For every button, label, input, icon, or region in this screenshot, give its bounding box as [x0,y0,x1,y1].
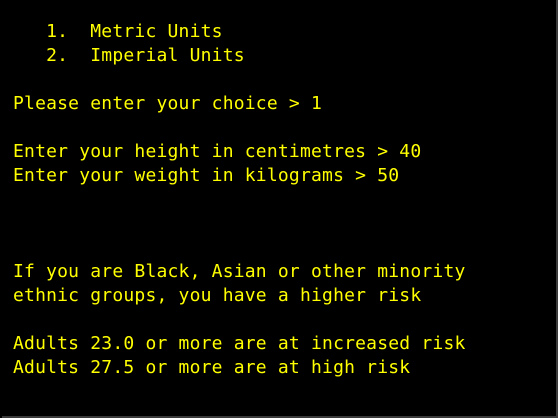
choice-prompt[interactable]: Please enter your choice > 1 [13,93,323,114]
height-prompt[interactable]: Enter your height in centimetres > 40 [13,141,422,162]
window-edge [0,0,2,418]
risk-info-line-2: ethnic groups, you have a higher risk [13,285,422,306]
menu-option-imperial: 2. Imperial Units [13,45,245,66]
increased-risk-line: Adults 23.0 or more are at increased ris… [13,333,466,354]
risk-info-line-1: If you are Black, Asian or other minorit… [13,261,466,282]
weight-prompt[interactable]: Enter your weight in kilograms > 50 [13,165,400,186]
high-risk-line: Adults 27.5 or more are at high risk [13,357,411,378]
menu-option-metric: 1. Metric Units [13,21,223,42]
